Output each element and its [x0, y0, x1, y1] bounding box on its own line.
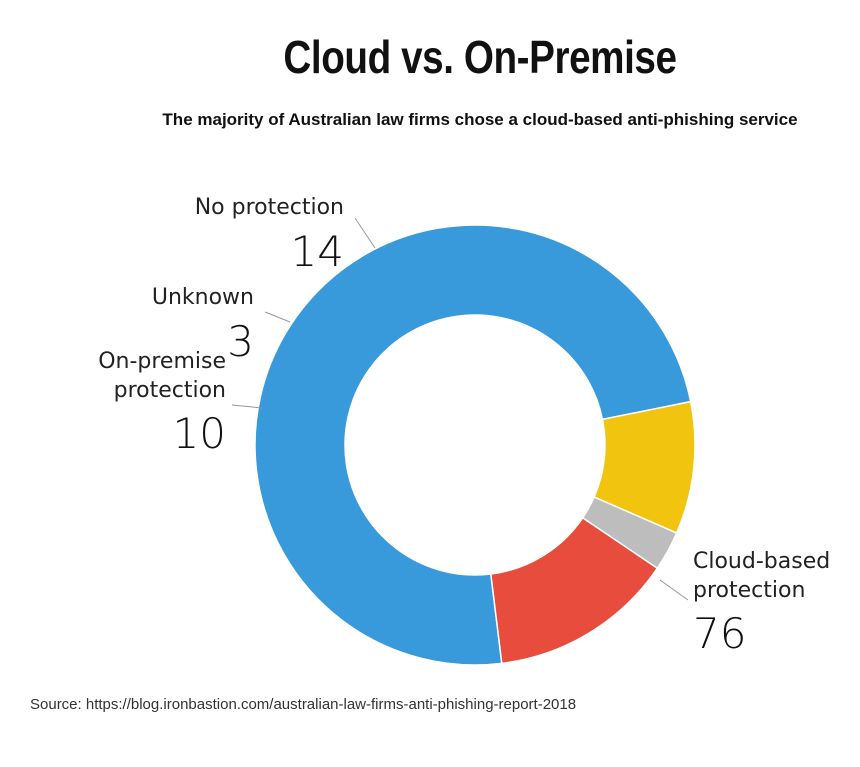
slice-label-cloud-based-protection: Cloud-based — [693, 549, 830, 574]
slice-label-on-premise-protection: protection — [114, 378, 226, 403]
slice-value-cloud-based-protection: 76 — [693, 609, 746, 658]
leader-line-on-premise-protection — [231, 404, 263, 409]
slice-value-no-protection: 14 — [291, 227, 344, 276]
chart-subtitle: The majority of Australian law firms cho… — [162, 110, 798, 129]
slice-value-unknown: 3 — [227, 317, 254, 366]
leader-line-cloud-based-protection — [659, 579, 689, 601]
slice-label-unknown: Unknown — [152, 285, 254, 310]
slice-value-on-premise-protection: 10 — [173, 409, 226, 458]
slice-label-cloud-based-protection: protection — [693, 578, 805, 603]
slice-label-on-premise-protection: On-premise — [98, 349, 226, 374]
leader-line-no-protection — [354, 217, 376, 249]
leader-line-unknown — [264, 311, 291, 323]
slice-cloud-based-protection — [254, 224, 692, 666]
slice-label-no-protection: No protection — [195, 195, 344, 220]
chart-title: Cloud vs. On-Premise — [283, 31, 677, 83]
slice-no-protection — [490, 516, 659, 665]
source-note: Source: https://blog.ironbastion.com/aus… — [30, 696, 577, 713]
